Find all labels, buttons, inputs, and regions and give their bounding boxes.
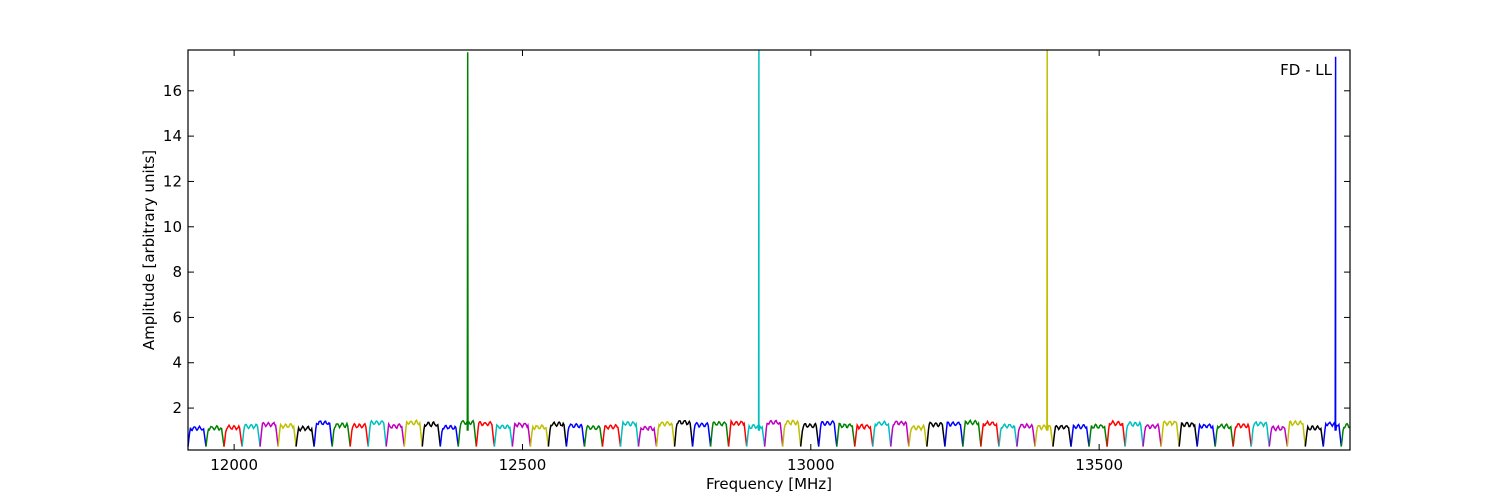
x-tick-label: 12500	[499, 456, 547, 474]
channel-series-line	[583, 424, 604, 447]
channel-series-line	[709, 420, 730, 447]
channel-series-line	[601, 423, 622, 447]
channel-series-line	[962, 419, 982, 447]
y-tick-label: 12	[163, 172, 182, 190]
channel-series-line	[565, 422, 586, 447]
y-tick-label: 16	[163, 82, 182, 100]
channel-series-line	[457, 52, 478, 447]
channel-series-line	[944, 420, 964, 447]
plot-area	[187, 49, 1351, 451]
channel-series-line	[1286, 419, 1307, 447]
channel-series-line	[385, 421, 406, 447]
channel-series-line	[1214, 423, 1234, 447]
channel-series-line	[223, 423, 243, 447]
x-tick-label: 13500	[1075, 456, 1123, 474]
channel-series-line	[763, 419, 784, 447]
channel-series-line	[1124, 420, 1144, 447]
series-layer	[187, 49, 1350, 447]
channel-series-line	[673, 419, 694, 447]
channel-series-line	[619, 419, 640, 447]
channel-series-line	[313, 420, 333, 447]
channel-series-line	[1106, 419, 1126, 447]
y-tick-label: 8	[172, 263, 182, 281]
channel-series-line	[1232, 422, 1252, 447]
channel-series-line	[1142, 422, 1162, 447]
x-axis-ticks: 12000 12500 13000 13500	[210, 50, 1123, 474]
channel-series-line	[1268, 424, 1289, 447]
channel-series-line	[205, 424, 225, 447]
panel-annotation: FD - LL	[1280, 61, 1332, 79]
channel-series-line	[331, 421, 351, 447]
channel-series-line	[799, 422, 820, 447]
channel-series-line	[1322, 56, 1343, 447]
channel-series-line	[890, 420, 910, 447]
channel-series-line	[1088, 423, 1108, 447]
channel-series-line	[493, 423, 514, 447]
channel-series-line	[1034, 49, 1054, 447]
channel-series-line	[421, 420, 442, 447]
y-tick-label: 10	[163, 218, 182, 236]
y-tick-label: 2	[172, 399, 182, 417]
axes-background	[188, 50, 1350, 450]
channel-series-line	[349, 422, 369, 447]
channel-series-line	[998, 423, 1018, 447]
channel-series-line	[836, 422, 856, 447]
channel-series-line	[187, 424, 207, 447]
channel-series-line	[1250, 420, 1271, 447]
channel-series-line	[745, 49, 766, 447]
channel-series-line	[439, 424, 460, 447]
y-tick-label: 14	[163, 127, 182, 145]
channel-series-line	[980, 419, 1000, 447]
channel-series-line	[277, 422, 297, 447]
channel-series-line	[241, 423, 261, 447]
channel-series-line	[511, 421, 532, 447]
channel-series-line	[872, 419, 892, 447]
y-axis-ticks: 2 4 6 8 10 12 14 16	[163, 82, 1350, 417]
x-tick-label: 12000	[210, 456, 258, 474]
x-axis-label: Frequency [MHz]	[706, 475, 832, 493]
channel-series-line	[475, 420, 496, 447]
y-tick-label: 4	[172, 354, 182, 372]
channel-series-line	[1070, 423, 1090, 447]
channel-series-line	[817, 419, 838, 447]
channel-series-line	[908, 423, 928, 447]
channel-series-line	[691, 421, 712, 447]
channel-series-line	[295, 424, 315, 447]
channel-series-line	[1052, 424, 1072, 447]
channel-series-line	[403, 419, 424, 447]
channel-series-line	[1196, 422, 1216, 447]
channel-series-line	[655, 420, 676, 447]
channel-series-line	[547, 420, 568, 447]
channel-series-line	[1016, 422, 1036, 447]
channel-series-line	[1160, 420, 1180, 447]
channel-series-line	[259, 421, 279, 447]
axes-frame	[187, 49, 1351, 451]
channel-series-line	[1340, 422, 1350, 447]
channel-series-line	[529, 424, 550, 447]
x-tick-label: 13000	[787, 456, 835, 474]
channel-series-line	[926, 421, 946, 447]
channel-series-line	[637, 425, 658, 447]
channel-series-line	[367, 419, 387, 447]
channel-series-line	[854, 422, 874, 447]
channel-series-line	[1178, 421, 1198, 447]
y-tick-label: 6	[172, 308, 182, 326]
channel-series-line	[727, 418, 748, 447]
channel-series-line	[1304, 424, 1325, 447]
y-axis-label: Amplitude [arbitrary units]	[140, 150, 158, 350]
channel-series-line	[781, 419, 802, 447]
